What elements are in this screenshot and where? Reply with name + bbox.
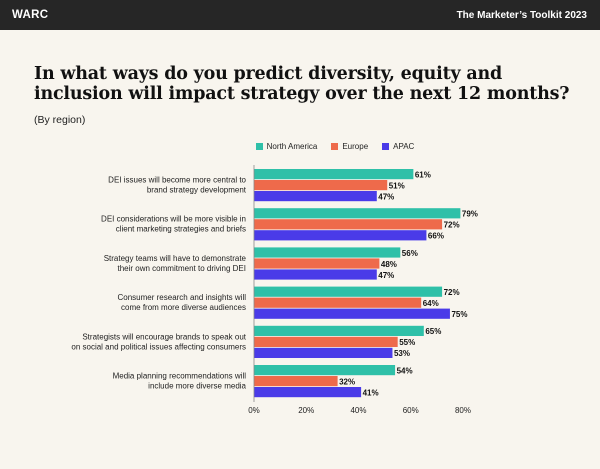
- bar-apac: [254, 269, 377, 280]
- data-label: 54%: [397, 366, 413, 375]
- legend-label-apac: APAC: [393, 142, 415, 151]
- header-bar: WARC The Marketer’s Toolkit 2023: [0, 0, 600, 30]
- bar-north-america: [254, 169, 414, 180]
- data-label: 66%: [428, 232, 444, 241]
- data-label: 72%: [444, 221, 460, 230]
- category-label-line: their own commitment to driving DEI: [118, 264, 247, 273]
- data-label: 65%: [425, 327, 441, 336]
- data-label: 47%: [378, 271, 394, 280]
- category-label: Consumer research and insights will come …: [118, 293, 247, 312]
- chart-title: In what ways do you predict diversity, e…: [34, 64, 570, 104]
- category-label: Strategy teams will have to demonstrate t…: [104, 254, 247, 273]
- bar-europe: [254, 219, 443, 230]
- category-label: DEI considerations will be more visible …: [101, 215, 246, 234]
- data-label: 47%: [378, 192, 394, 201]
- data-label: 51%: [389, 181, 405, 190]
- data-label: 56%: [402, 249, 418, 258]
- data-label: 53%: [394, 349, 410, 358]
- bar-europe: [254, 180, 388, 191]
- legend-item-north-america: North America: [255, 142, 318, 151]
- bar-apac: [254, 347, 393, 358]
- category-label-line: include more diverse media: [148, 382, 246, 391]
- brand-logo: WARC: [12, 9, 49, 21]
- x-tick-label: 60%: [403, 406, 419, 415]
- bar-europe: [254, 376, 338, 387]
- category-label: DEI issues will become more central to br…: [108, 176, 247, 195]
- report-name: The Marketer’s Toolkit 2023: [456, 9, 587, 21]
- bar-europe: [254, 336, 398, 347]
- category-label: Media planning recommendations will inclu…: [113, 372, 247, 391]
- bar-north-america: [254, 365, 396, 376]
- bar-apac: [254, 387, 362, 398]
- category-label-line: Consumer research and insights will: [118, 293, 247, 302]
- bar-north-america: [254, 208, 461, 219]
- legend-swatch-europe: [331, 143, 339, 150]
- category-label-line: come from more diverse audiences: [121, 303, 246, 312]
- x-tick-label: 80%: [455, 406, 471, 415]
- x-tick-label: 40%: [350, 406, 366, 415]
- bar-north-america: [254, 286, 443, 297]
- data-label: 61%: [415, 170, 431, 179]
- category-label: Strategists will encourage brands to spe…: [71, 332, 246, 351]
- chart-legend: North America Europe APAC: [0, 142, 600, 151]
- data-label: 79%: [462, 210, 478, 219]
- legend-swatch-north-america: [255, 143, 263, 150]
- bar-apac: [254, 230, 427, 241]
- bar-europe: [254, 297, 422, 308]
- x-tick-label: 20%: [298, 406, 314, 415]
- data-label: 41%: [363, 388, 379, 397]
- legend-item-apac: APAC: [382, 142, 414, 151]
- legend-swatch-apac: [382, 143, 390, 150]
- bar-north-america: [254, 247, 401, 258]
- category-label-line: Media planning recommendations will: [113, 372, 247, 381]
- category-label-line: DEI considerations will be more visible …: [101, 215, 246, 224]
- legend-label-europe: Europe: [342, 142, 369, 151]
- legend-item-europe: Europe: [331, 142, 368, 151]
- chart-subtitle: (By region): [34, 114, 86, 126]
- bar-apac: [254, 308, 450, 319]
- bar-apac: [254, 191, 377, 202]
- data-label: 64%: [423, 299, 439, 308]
- data-label: 32%: [339, 377, 355, 386]
- category-label-line: Strategists will encourage brands to spe…: [82, 332, 246, 341]
- data-label: 72%: [444, 288, 460, 297]
- bar-north-america: [254, 325, 424, 336]
- category-label-line: brand strategy development: [147, 186, 247, 195]
- data-label: 55%: [399, 338, 415, 347]
- x-tick-label: 0%: [248, 406, 260, 415]
- category-label-line: client marketing strategies and briefs: [116, 225, 246, 234]
- legend-label-north-america: North America: [266, 142, 318, 151]
- category-label-line: Strategy teams will have to demonstrate: [104, 254, 247, 263]
- bar-europe: [254, 258, 380, 269]
- category-label-line: on social and political issues affecting…: [71, 342, 246, 351]
- data-label: 48%: [381, 260, 397, 269]
- data-label: 75%: [451, 310, 467, 319]
- category-label-line: DEI issues will become more central to: [108, 176, 246, 185]
